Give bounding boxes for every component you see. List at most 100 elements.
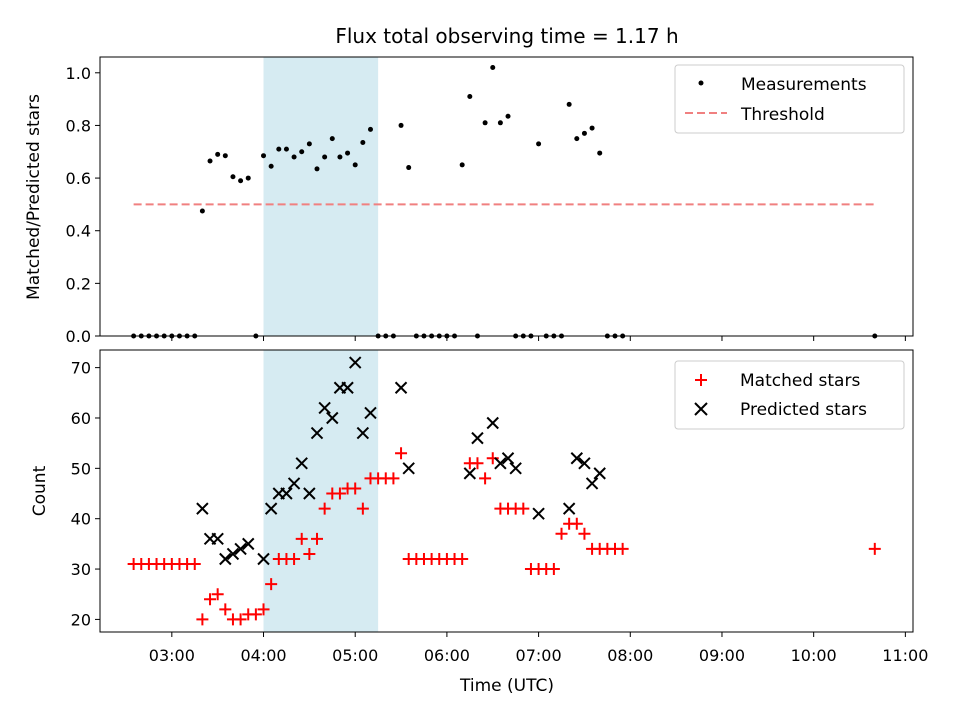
predicted-star-point bbox=[264, 502, 278, 515]
y-tick-label: 1.0 bbox=[66, 64, 91, 83]
predicted-star-point bbox=[593, 467, 606, 480]
x-tick-label: 06:00 bbox=[424, 646, 470, 665]
bottom-plot-frame bbox=[99, 349, 914, 633]
matched-star-point bbox=[479, 472, 492, 485]
matched-star-point bbox=[356, 502, 369, 515]
measurement-point bbox=[291, 154, 297, 160]
matched-star-point bbox=[234, 613, 247, 626]
predicted-star-point bbox=[501, 452, 515, 465]
x-tick-label: 11:00 bbox=[882, 646, 928, 665]
predicted-star-point bbox=[509, 462, 522, 475]
matched-star-point bbox=[387, 472, 400, 485]
measurement-point bbox=[199, 208, 205, 214]
matched-star-point bbox=[311, 532, 324, 545]
x-tick-label: 07:00 bbox=[516, 646, 562, 665]
y-tick-label: 20 bbox=[71, 610, 91, 629]
measurement-point bbox=[352, 162, 358, 168]
y-tick-label: 50 bbox=[71, 459, 91, 478]
top-x-ticks bbox=[171, 336, 906, 341]
legend-matched-label: Matched stars bbox=[740, 371, 860, 391]
matched-star-point bbox=[555, 527, 568, 540]
y-tick-label: 0.0 bbox=[66, 327, 91, 346]
bottom-panel: 20 30 40 50 60 70 03:00 04:00 05:00 06:00 07:00 08… bbox=[30, 349, 928, 696]
matched-star-point bbox=[211, 588, 224, 601]
matched-star-point bbox=[456, 552, 469, 565]
predicted-star-point bbox=[219, 552, 232, 566]
predicted-star-point bbox=[326, 411, 339, 425]
measurement-point bbox=[497, 120, 503, 126]
measurement-point bbox=[574, 136, 580, 142]
predicted-star-point bbox=[532, 507, 545, 520]
measurement-point bbox=[299, 149, 305, 155]
top-legend: Measurements Threshold bbox=[674, 64, 905, 134]
x-tick-label: 05:00 bbox=[332, 646, 378, 665]
predicted-star-point bbox=[287, 477, 301, 490]
y-tick-label: 60 bbox=[71, 409, 91, 428]
measurement-point bbox=[367, 126, 373, 132]
legend-predicted-marker bbox=[694, 402, 708, 416]
y-tick-label: 0.8 bbox=[66, 116, 91, 135]
matched-star-point bbox=[349, 482, 362, 495]
measurement-point bbox=[306, 141, 312, 147]
measurement-point bbox=[597, 150, 603, 156]
y-tick-label: 0.2 bbox=[66, 274, 91, 293]
predicted-star-point bbox=[578, 457, 591, 470]
predicted-star-point bbox=[402, 462, 415, 475]
measurement-point bbox=[589, 125, 595, 131]
measurement-point bbox=[283, 146, 289, 152]
matched-star-point bbox=[196, 613, 209, 626]
measurement-point bbox=[230, 174, 236, 180]
predicted-star-point bbox=[562, 502, 576, 515]
matched-stars-series bbox=[127, 447, 881, 626]
matched-star-point bbox=[517, 502, 530, 515]
predicted-star-point bbox=[310, 426, 324, 440]
top-y-axis: 0.0 0.2 0.4 0.6 0.8 1.0 bbox=[66, 64, 100, 346]
measurement-point bbox=[245, 175, 251, 181]
measurement-point bbox=[207, 158, 213, 164]
measurement-point bbox=[276, 146, 282, 152]
measurement-point bbox=[268, 163, 274, 169]
y-tick-label: 70 bbox=[71, 359, 91, 378]
y-tick-label: 40 bbox=[71, 510, 91, 529]
x-tick-label: 03:00 bbox=[149, 646, 195, 665]
y-tick-label: 0.4 bbox=[66, 222, 91, 241]
predicted-star-point bbox=[280, 487, 293, 500]
measurement-point bbox=[329, 136, 335, 142]
predicted-star-point bbox=[242, 537, 255, 551]
predicted-star-point bbox=[303, 487, 316, 500]
measurement-point bbox=[322, 154, 328, 160]
measurement-point bbox=[459, 162, 465, 168]
matched-star-point bbox=[249, 608, 262, 621]
bottom-legend: Matched stars Predicted stars bbox=[674, 360, 905, 430]
measurement-point bbox=[337, 154, 343, 160]
predicted-star-point bbox=[295, 457, 308, 470]
predicted-star-point bbox=[356, 426, 370, 440]
measurement-point bbox=[238, 178, 244, 184]
measurement-point bbox=[482, 120, 488, 126]
predicted-star-point bbox=[318, 401, 331, 415]
matched-star-point bbox=[486, 452, 499, 465]
measurement-point bbox=[566, 101, 572, 107]
predicted-star-point bbox=[257, 552, 270, 566]
matched-star-point bbox=[265, 578, 278, 591]
predicted-stars-series bbox=[196, 356, 606, 566]
legend-measurements-label: Measurements bbox=[741, 75, 867, 95]
predicted-star-point bbox=[570, 452, 584, 465]
predicted-star-point bbox=[196, 502, 209, 515]
predicted-star-point bbox=[349, 356, 362, 369]
x-tick-label: 10:00 bbox=[791, 646, 837, 665]
matched-star-point bbox=[257, 603, 270, 616]
matched-star-point bbox=[868, 542, 881, 555]
legend-predicted-label: Predicted stars bbox=[740, 400, 867, 420]
y-tick-label: 0.6 bbox=[66, 169, 91, 188]
x-axis-label: Time (UTC) bbox=[459, 676, 554, 696]
predicted-star-point bbox=[394, 381, 408, 394]
legend-matched-marker bbox=[695, 374, 707, 386]
top-y-axis-label: Matched/Predicted stars bbox=[24, 94, 44, 300]
top-panel: 0.0 0.2 0.4 0.6 0.8 1.0 Matched/Predicted sta… bbox=[24, 56, 914, 346]
legend-threshold-label: Threshold bbox=[740, 105, 825, 125]
matched-star-point bbox=[219, 603, 232, 616]
matched-star-point bbox=[303, 547, 316, 560]
predicted-star-point bbox=[364, 406, 377, 420]
